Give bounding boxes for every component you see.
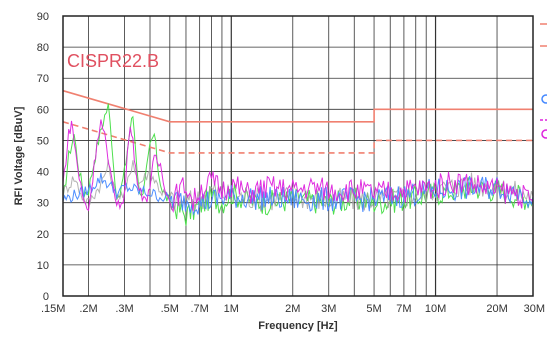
x-tick-label: .7M (190, 303, 208, 315)
x-tick-label: 30M (524, 303, 545, 315)
x-tick-label: 1M (224, 303, 239, 315)
x-tick-label: 3M (321, 303, 336, 315)
y-tick-labels: 0 10 20 30 40 50 60 70 80 90 (37, 11, 49, 303)
y-tick-label: 80 (37, 42, 49, 54)
y-tick-label: 20 (37, 229, 49, 241)
x-tick-label: .3M (115, 303, 133, 315)
x-tick-label: .15M (41, 303, 65, 315)
x-tick-label: 2M (285, 303, 300, 315)
y-tick-label: 60 (37, 104, 49, 116)
measurement-series (62, 103, 534, 226)
x-tick-label: .2M (79, 303, 97, 315)
grid (62, 15, 534, 297)
series-line (62, 119, 534, 214)
y-tick-label: 10 (37, 260, 49, 272)
standard-label: CISPR22.B (67, 51, 159, 71)
x-tick-label: .5M (161, 303, 179, 315)
x-tick-labels: .15M .2M .3M .5M .7M 1M 2M 3M 5M 7M 10M 20M 30M (41, 303, 545, 315)
x-tick-label: 10M (425, 303, 446, 315)
y-tick-label: 70 (37, 73, 49, 85)
y-tick-label: 0 (43, 291, 49, 303)
edge-stub (541, 129, 547, 139)
y-axis-title: RFI Voltage [dBuV] (13, 106, 25, 205)
x-tick-label: 5M (366, 303, 381, 315)
x-tick-label: 7M (396, 303, 411, 315)
y-tick-label: 90 (37, 11, 49, 23)
y-tick-label: 30 (37, 198, 49, 210)
x-axis-title: Frequency [Hz] (258, 320, 338, 332)
edge-stub (541, 94, 547, 104)
limit-lines (62, 89, 533, 154)
y-tick-label: 40 (37, 167, 49, 179)
quasi-peak-limit-line (62, 89, 533, 123)
plot-frame (62, 15, 534, 297)
y-tick-label: 50 (37, 135, 49, 147)
x-tick-label: 20M (486, 303, 507, 315)
average-limit-line (62, 121, 533, 154)
series-line (62, 103, 534, 226)
right-edge-legend-stubs (540, 23, 547, 139)
